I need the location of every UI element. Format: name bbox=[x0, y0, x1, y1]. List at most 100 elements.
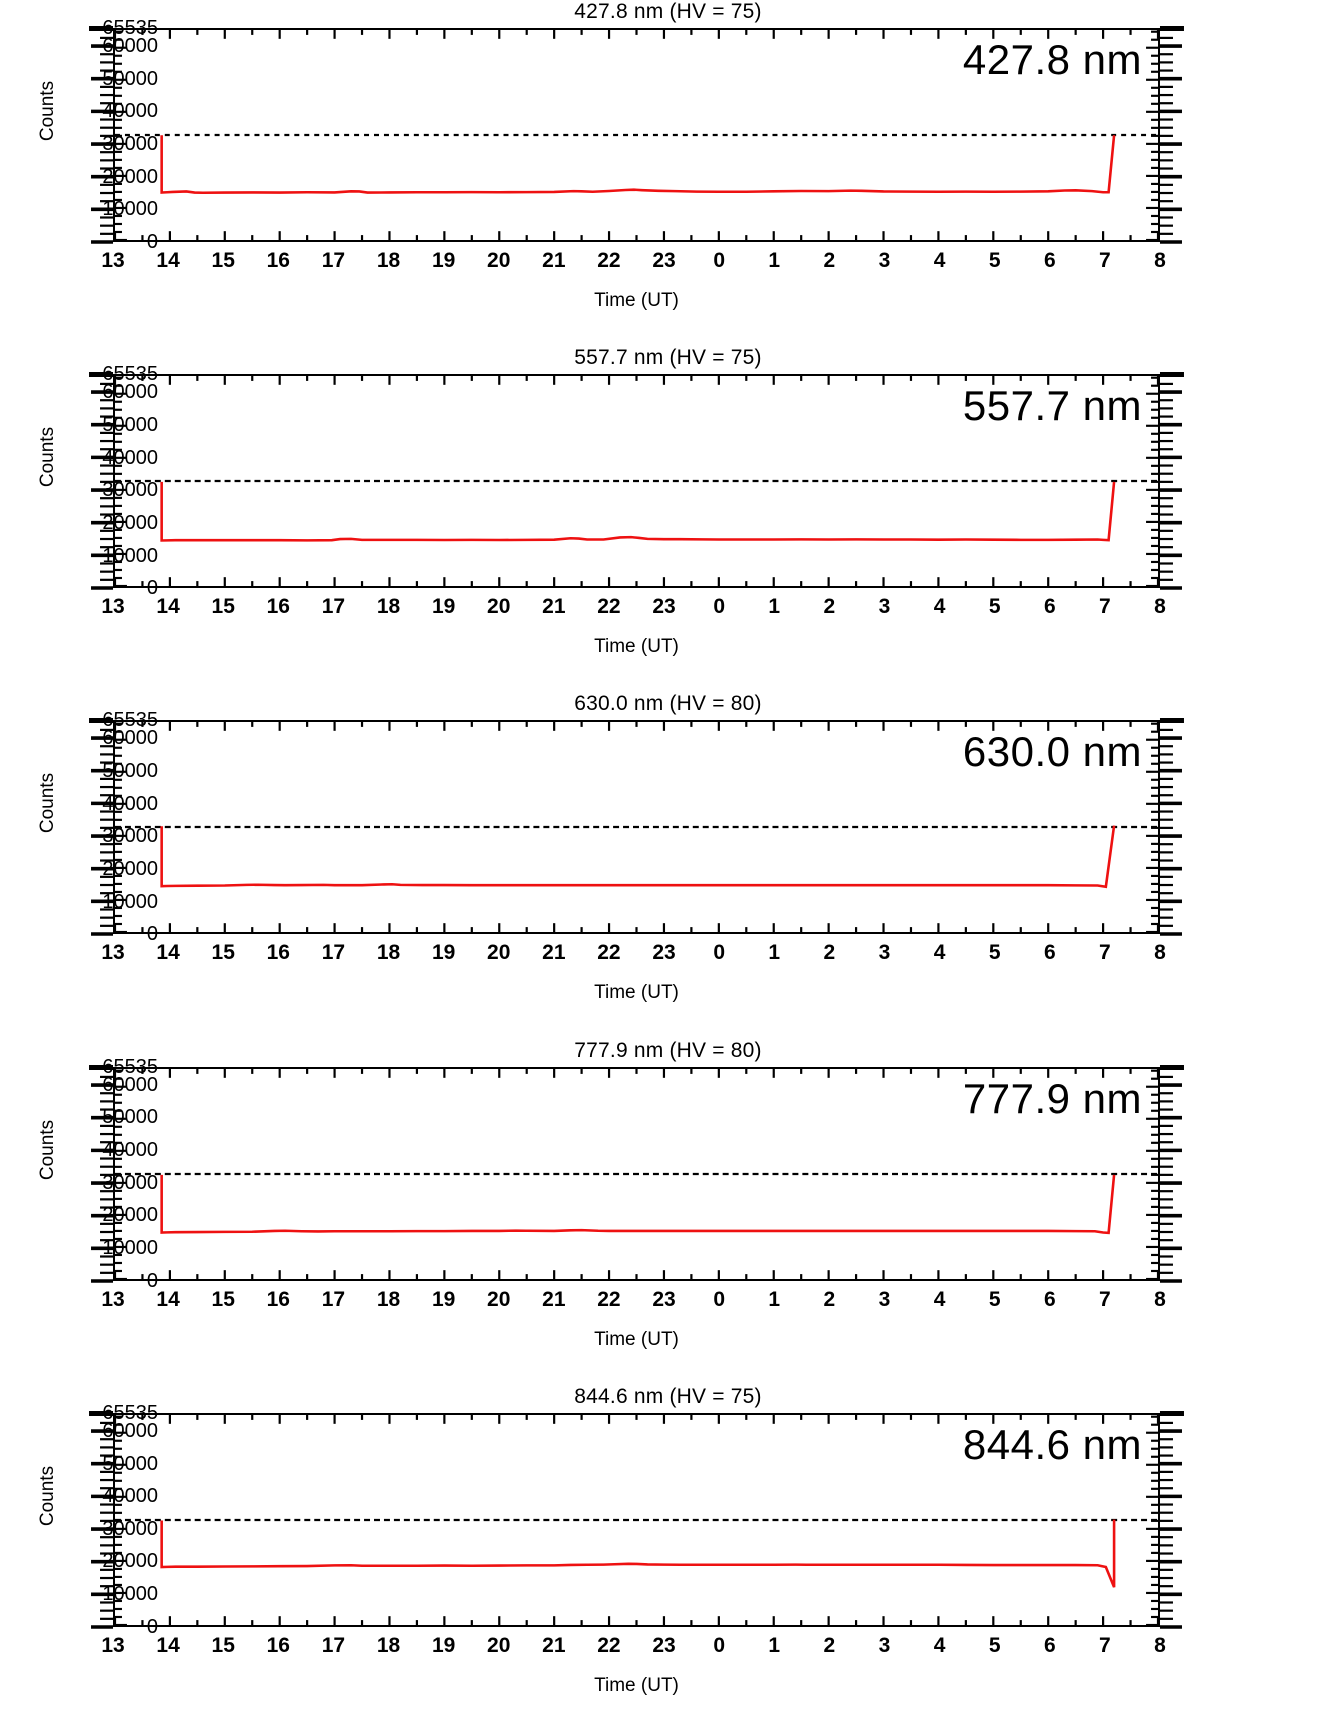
x-tick-label: 0 bbox=[713, 249, 725, 272]
chart-panel-5: 844.6 nm (HV = 75) Counts Time (UT) 844.6 n… bbox=[0, 1385, 1336, 1731]
x-tick-label: 2 bbox=[823, 941, 836, 965]
x-tick-label: 15 bbox=[211, 1287, 235, 1311]
y-tick-text: 40000 bbox=[102, 792, 158, 815]
x-tick-label: 16 bbox=[266, 249, 290, 272]
y-tick-text: 65535 bbox=[102, 709, 158, 732]
x-tick-label: 8 bbox=[1154, 1633, 1166, 1657]
wavelength-annotation: 844.6 nm bbox=[962, 1420, 1142, 1468]
x-axis-label: Time (UT) bbox=[594, 1328, 679, 1350]
x-tick-label: 22 bbox=[597, 249, 621, 272]
plot-svg bbox=[115, 376, 1158, 587]
x-tick-label: 21 bbox=[542, 941, 566, 965]
x-tick-label: 5 bbox=[988, 595, 1001, 619]
x-tick-label: 14 bbox=[156, 1633, 180, 1657]
data-trace bbox=[160, 1174, 1116, 1234]
x-tick-label: 20 bbox=[487, 941, 511, 965]
y-tick-text: 50000 bbox=[102, 413, 158, 436]
y-tick-text: 40000 bbox=[102, 100, 158, 123]
chart-panel-1: 427.8 nm (HV = 75) Counts Time (UT) 427.8 n… bbox=[0, 0, 1336, 346]
x-tick-label: 14 bbox=[156, 249, 180, 272]
x-tick-label: 3 bbox=[878, 595, 891, 619]
x-tick-label: 3 bbox=[878, 941, 891, 965]
x-tick-label: 15 bbox=[211, 941, 235, 965]
x-tick-label: 6 bbox=[1043, 1633, 1056, 1657]
x-tick-label: 18 bbox=[376, 941, 401, 965]
y-tick-text: 30000 bbox=[102, 825, 158, 848]
x-tick-label: 0 bbox=[713, 941, 725, 965]
plot-area: 557.7 nm bbox=[113, 374, 1160, 589]
x-tick-label: 22 bbox=[597, 1633, 621, 1657]
x-tick-label: 4 bbox=[933, 1633, 946, 1657]
x-tick-label: 8 bbox=[1154, 249, 1166, 272]
x-tick-label: 22 bbox=[597, 1287, 621, 1311]
x-tick-label: 1 bbox=[768, 941, 781, 965]
plot-svg bbox=[115, 1414, 1158, 1625]
plot-svg bbox=[115, 722, 1158, 933]
x-tick-label: 13 bbox=[101, 595, 125, 619]
x-tick-label: 23 bbox=[652, 595, 676, 619]
x-tick-label: 18 bbox=[376, 1633, 401, 1657]
x-tick-label: 19 bbox=[431, 941, 456, 965]
x-tick-label: 4 bbox=[933, 595, 946, 619]
y-axis-label: Counts bbox=[37, 1119, 58, 1180]
plot-area: 777.9 nm bbox=[113, 1066, 1160, 1281]
x-tick-label: 7 bbox=[1099, 249, 1111, 272]
x-tick-label: 15 bbox=[211, 249, 235, 272]
y-tick-text: 0 bbox=[146, 577, 158, 600]
plot-area: 427.8 nm bbox=[113, 28, 1160, 242]
y-tick-text: 30000 bbox=[102, 1517, 158, 1540]
y-tick-text: 65535 bbox=[102, 1055, 158, 1078]
y-axis-label: Counts bbox=[37, 427, 58, 488]
y-tick-text: 60000 bbox=[102, 727, 158, 750]
x-tick-label: 7 bbox=[1099, 595, 1111, 619]
y-tick-text: 20000 bbox=[102, 858, 158, 881]
x-tick-label: 13 bbox=[101, 1287, 125, 1311]
data-trace bbox=[160, 135, 1116, 195]
y-tick-text: 60000 bbox=[102, 1073, 158, 1096]
x-tick-label: 5 bbox=[988, 1287, 1001, 1311]
y-tick-text: 60000 bbox=[102, 35, 158, 58]
y-tick-text: 10000 bbox=[102, 1236, 158, 1259]
y-tick-text: 20000 bbox=[102, 511, 158, 534]
inner-ticks bbox=[115, 1068, 1158, 1279]
y-tick-text: 0 bbox=[146, 923, 158, 946]
x-tick-label: 15 bbox=[211, 1633, 235, 1657]
x-tick-label: 23 bbox=[652, 1633, 676, 1657]
y-tick-text: 65535 bbox=[102, 1401, 158, 1424]
y-tick-text: 40000 bbox=[102, 1485, 158, 1508]
x-tick-label: 1 bbox=[768, 249, 781, 272]
y-tick-text: 60000 bbox=[102, 381, 158, 404]
x-tick-label: 21 bbox=[542, 1633, 566, 1657]
x-tick-label: 18 bbox=[376, 1287, 401, 1311]
x-tick-label: 20 bbox=[487, 249, 511, 272]
x-tick-label: 8 bbox=[1154, 941, 1166, 965]
x-tick-label: 18 bbox=[376, 595, 401, 619]
chart-panel-4: 777.9 nm (HV = 80) Counts Time (UT) 777.9 n… bbox=[0, 1039, 1336, 1385]
x-tick-label: 5 bbox=[988, 941, 1001, 965]
wavelength-annotation: 557.7 nm bbox=[962, 382, 1142, 430]
inner-ticks bbox=[115, 376, 1158, 587]
plot-svg bbox=[115, 1068, 1158, 1279]
panel-title: 427.8 nm (HV = 75) bbox=[574, 0, 762, 23]
y-tick-text: 65535 bbox=[102, 17, 158, 39]
x-tick-label: 14 bbox=[156, 1287, 180, 1311]
y-axis-label: Counts bbox=[37, 80, 58, 142]
x-tick-label: 14 bbox=[156, 941, 180, 965]
y-tick-text: 40000 bbox=[102, 446, 158, 469]
x-tick-label: 2 bbox=[823, 1287, 836, 1311]
x-tick-label: 21 bbox=[542, 595, 566, 619]
x-tick-label: 7 bbox=[1099, 1633, 1111, 1657]
x-axis-label: Time (UT) bbox=[594, 1674, 679, 1696]
x-tick-label: 6 bbox=[1043, 249, 1056, 272]
x-tick-label: 20 bbox=[487, 1287, 511, 1311]
x-tick-label: 2 bbox=[823, 249, 836, 272]
x-tick-label: 19 bbox=[431, 1287, 456, 1311]
y-tick-text: 30000 bbox=[102, 479, 158, 502]
panel-title: 630.0 nm (HV = 80) bbox=[574, 692, 762, 716]
y-tick-text: 50000 bbox=[102, 67, 158, 90]
x-tick-label: 6 bbox=[1043, 941, 1056, 965]
y-tick-text: 30000 bbox=[102, 1171, 158, 1194]
x-tick-label: 4 bbox=[933, 941, 946, 965]
y-tick-text: 0 bbox=[146, 231, 158, 253]
